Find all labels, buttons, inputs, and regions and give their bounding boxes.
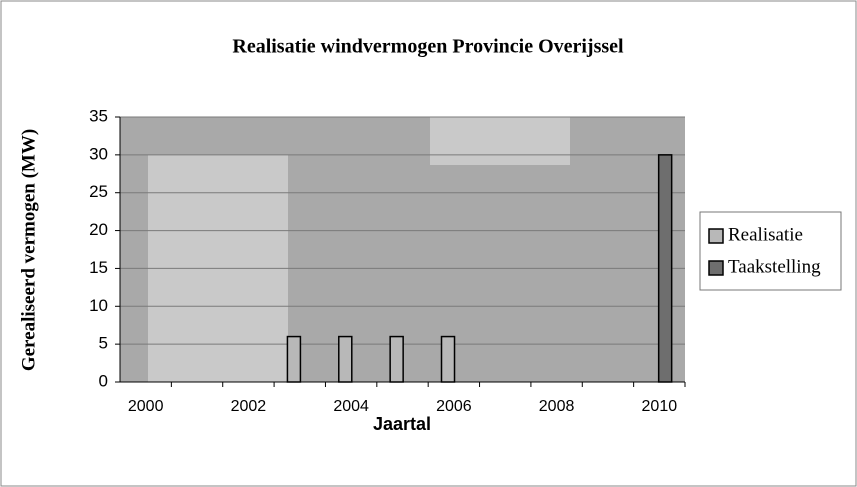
y-tick-label: 35 (89, 106, 108, 125)
x-axis-title: Jaartal (373, 414, 431, 434)
x-tick-label: 2010 (642, 398, 678, 415)
bar (440, 335, 456, 383)
legend-label: Taakstelling (728, 256, 821, 277)
x-tick-label: 2000 (128, 398, 164, 415)
y-tick-label: 10 (89, 296, 108, 315)
legend-label: Realisatie (728, 224, 803, 245)
y-tick-label: 20 (89, 220, 108, 239)
x-tick-label: 2004 (333, 398, 369, 415)
chart-title: Realisatie windvermogen Provincie Overij… (232, 36, 624, 58)
bar (389, 335, 404, 383)
legend-swatch (708, 260, 724, 276)
x-tick-label: 2006 (436, 398, 472, 415)
y-tick-label: 5 (99, 334, 108, 353)
y-axis-title: Gerealiseerd vermogen (MW) (18, 129, 39, 371)
y-tick-label: 30 (89, 144, 108, 163)
bar (286, 335, 302, 383)
legend (699, 211, 842, 291)
bar (338, 335, 353, 383)
legend-swatch (708, 228, 724, 244)
x-tick-label: 2002 (231, 398, 267, 415)
bar (657, 154, 673, 383)
y-tick-label: 0 (99, 371, 108, 390)
y-tick-label: 25 (89, 182, 108, 201)
plot-texture (430, 117, 570, 165)
x-tick-label: 2008 (539, 398, 575, 415)
y-tick-label: 15 (89, 258, 108, 277)
